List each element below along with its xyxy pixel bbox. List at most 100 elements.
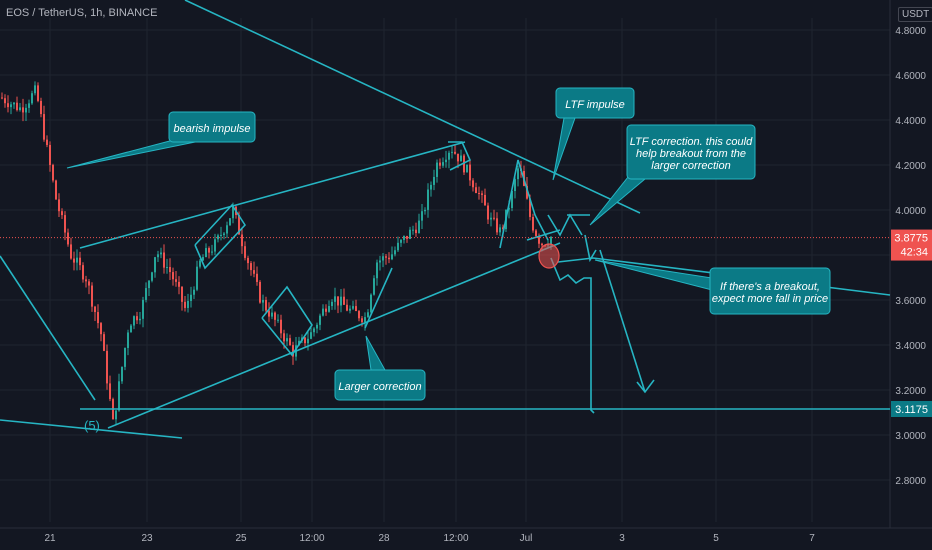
drawings	[0, 0, 891, 439]
candle	[172, 272, 174, 280]
candle	[370, 294, 372, 313]
candle	[40, 100, 42, 115]
candle	[514, 179, 516, 192]
candle	[193, 289, 195, 295]
y-tick-label: 4.0000	[895, 206, 926, 217]
candle	[325, 308, 327, 312]
lower-wedge-line	[0, 419, 183, 439]
candle	[355, 306, 357, 312]
candle	[94, 306, 96, 313]
candle	[508, 208, 510, 210]
symbol-title: EOS / TetherUS, 1h, BINANCE	[6, 7, 158, 19]
candle	[418, 220, 420, 234]
projection-arrow	[599, 249, 646, 393]
candle	[208, 248, 210, 253]
y-tick-label: 3.6000	[895, 296, 926, 307]
candle	[130, 325, 132, 333]
candle	[142, 299, 144, 319]
candle	[199, 260, 201, 267]
candle	[343, 296, 345, 305]
x-tick-label: 7	[809, 533, 815, 544]
candle	[472, 180, 474, 188]
candle	[385, 256, 387, 258]
candle	[415, 229, 417, 234]
candle	[103, 334, 105, 351]
candle	[145, 288, 147, 300]
last-price-tag	[891, 229, 932, 261]
candle	[496, 218, 498, 233]
candle	[43, 114, 45, 140]
candle	[367, 312, 369, 318]
candle	[394, 250, 396, 255]
y-tick-label: 4.4000	[895, 116, 926, 127]
callout-box	[168, 111, 256, 143]
candle	[79, 257, 81, 266]
currency-label[interactable]: USDT	[898, 7, 932, 22]
candle	[109, 383, 111, 400]
candle	[232, 206, 234, 219]
callout: If there's a breakout, expect more fall i…	[594, 259, 831, 315]
callout-box	[555, 87, 635, 119]
candle	[535, 230, 537, 236]
descending-trendline	[184, 0, 641, 214]
callout-tail	[594, 259, 713, 291]
candle	[469, 164, 471, 181]
candle	[46, 139, 48, 145]
candle	[205, 248, 207, 258]
candle	[388, 257, 390, 260]
candle	[211, 251, 213, 253]
candle	[397, 242, 399, 251]
candle	[160, 252, 162, 255]
top-flag	[448, 141, 472, 171]
x-tick-label: 21	[44, 533, 56, 544]
candle	[238, 214, 240, 235]
breakout-circle	[538, 243, 560, 269]
candle	[247, 257, 249, 264]
candle	[214, 239, 216, 252]
candle	[166, 267, 168, 269]
small-flag	[194, 203, 247, 270]
candle	[307, 338, 309, 344]
candle	[22, 107, 24, 113]
candle	[70, 244, 72, 259]
ltf-drop	[499, 159, 549, 249]
candle	[412, 229, 414, 231]
candle	[538, 235, 540, 244]
candle	[439, 162, 441, 166]
candle	[349, 308, 351, 311]
candle	[184, 301, 186, 308]
candle	[484, 194, 486, 206]
candle	[73, 258, 75, 263]
callout-tail	[552, 117, 576, 181]
candle	[76, 257, 78, 263]
candle	[358, 311, 360, 319]
ltf-base	[526, 229, 561, 241]
candle	[406, 235, 408, 239]
candle	[541, 243, 543, 246]
candle	[196, 266, 198, 290]
candle	[34, 85, 36, 94]
candle	[178, 281, 180, 287]
candle	[28, 103, 30, 108]
candle	[250, 263, 252, 271]
grid	[0, 18, 890, 522]
candle	[379, 260, 381, 263]
candle	[16, 102, 18, 111]
candle	[10, 104, 12, 108]
candle	[271, 312, 273, 317]
y-tick-label: 3.4000	[895, 341, 926, 352]
candle	[277, 319, 279, 321]
impulse-leg	[364, 267, 393, 329]
level-price-value: 3.1175	[895, 404, 928, 416]
callout: bearish impulse	[66, 111, 256, 169]
candle	[382, 256, 384, 261]
candle	[451, 151, 453, 153]
x-tick-label: Jul	[520, 533, 533, 544]
candle	[442, 162, 444, 166]
callout-box	[626, 124, 756, 180]
candle	[364, 317, 366, 323]
candles	[1, 81, 552, 425]
candle	[91, 285, 93, 307]
callout-box	[334, 369, 426, 401]
